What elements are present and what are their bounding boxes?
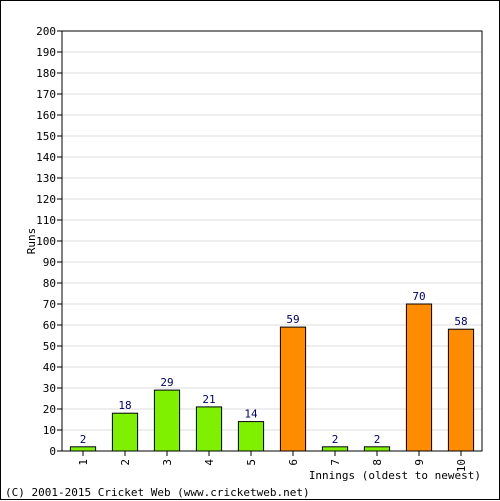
x-tick-label: 1 bbox=[77, 459, 90, 466]
y-tick-label: 190 bbox=[36, 46, 56, 59]
bar-value-label: 2 bbox=[332, 433, 339, 446]
y-tick-label: 130 bbox=[36, 172, 56, 185]
bar bbox=[195, 406, 223, 452]
x-tick-label: 8 bbox=[371, 459, 384, 466]
y-tick-label: 70 bbox=[43, 298, 56, 311]
y-axis-ticks: 0 10 20 30 40 50 60 70 80 90 100 110 120 130 140 150 160… bbox=[36, 25, 62, 458]
y-tick-label: 10 bbox=[43, 424, 56, 437]
y-tick-label: 120 bbox=[36, 193, 56, 206]
y-tick-label: 150 bbox=[36, 130, 56, 143]
bar bbox=[111, 412, 139, 452]
x-axis-label: Innings (oldest to newest) bbox=[309, 469, 481, 482]
x-tick-label: 10 bbox=[455, 459, 468, 472]
y-tick-label: 30 bbox=[43, 382, 56, 395]
y-tick-label: 200 bbox=[36, 25, 56, 38]
bar-value-label: 21 bbox=[202, 393, 215, 406]
bars bbox=[69, 303, 475, 452]
y-tick-label: 0 bbox=[49, 445, 56, 458]
bar bbox=[405, 303, 433, 452]
y-tick-label: 20 bbox=[43, 403, 56, 416]
x-tick-label: 9 bbox=[413, 459, 426, 466]
bar bbox=[69, 446, 97, 452]
x-tick-label: 3 bbox=[161, 459, 174, 466]
y-tick-label: 40 bbox=[43, 361, 56, 374]
bar-value-label: 2 bbox=[80, 433, 87, 446]
bar-value-label: 58 bbox=[454, 315, 467, 328]
x-tick-label: 5 bbox=[245, 459, 258, 466]
x-tick-label: 6 bbox=[287, 459, 300, 466]
bar-value-label: 70 bbox=[412, 290, 425, 303]
bar-value-label: 2 bbox=[374, 433, 381, 446]
y-tick-label: 100 bbox=[36, 235, 56, 248]
y-axis-label: Runs bbox=[25, 228, 38, 255]
y-tick-label: 170 bbox=[36, 88, 56, 101]
bar-value-label: 29 bbox=[160, 376, 173, 389]
bar-value-label: 14 bbox=[244, 408, 258, 421]
value-labels: 2 18 29 21 14 59 2 2 70 58 bbox=[80, 290, 468, 446]
bar-value-label: 18 bbox=[118, 399, 131, 412]
y-tick-label: 80 bbox=[43, 277, 56, 290]
y-tick-label: 160 bbox=[36, 109, 56, 122]
y-tick-label: 50 bbox=[43, 340, 56, 353]
copyright-footer: (C) 2001-2015 Cricket Web (www.cricketwe… bbox=[5, 486, 310, 499]
y-tick-label: 110 bbox=[36, 214, 56, 227]
bar bbox=[279, 326, 307, 452]
bar-value-label: 59 bbox=[286, 313, 299, 326]
y-tick-label: 140 bbox=[36, 151, 56, 164]
bar bbox=[153, 389, 181, 452]
y-tick-label: 90 bbox=[43, 256, 56, 269]
bar bbox=[321, 446, 349, 452]
plot-area-border bbox=[61, 30, 483, 452]
bar bbox=[447, 328, 475, 452]
x-tick-label: 4 bbox=[203, 459, 216, 466]
y-tick-label: 60 bbox=[43, 319, 56, 332]
y-tick-label: 180 bbox=[36, 67, 56, 80]
x-axis-ticks: 1 2 3 4 5 6 7 8 9 10 bbox=[77, 451, 468, 472]
bar bbox=[237, 421, 265, 452]
x-tick-label: 2 bbox=[119, 459, 132, 466]
grid-lines bbox=[62, 51, 482, 431]
x-tick-label: 7 bbox=[329, 459, 342, 466]
bar bbox=[363, 446, 391, 452]
